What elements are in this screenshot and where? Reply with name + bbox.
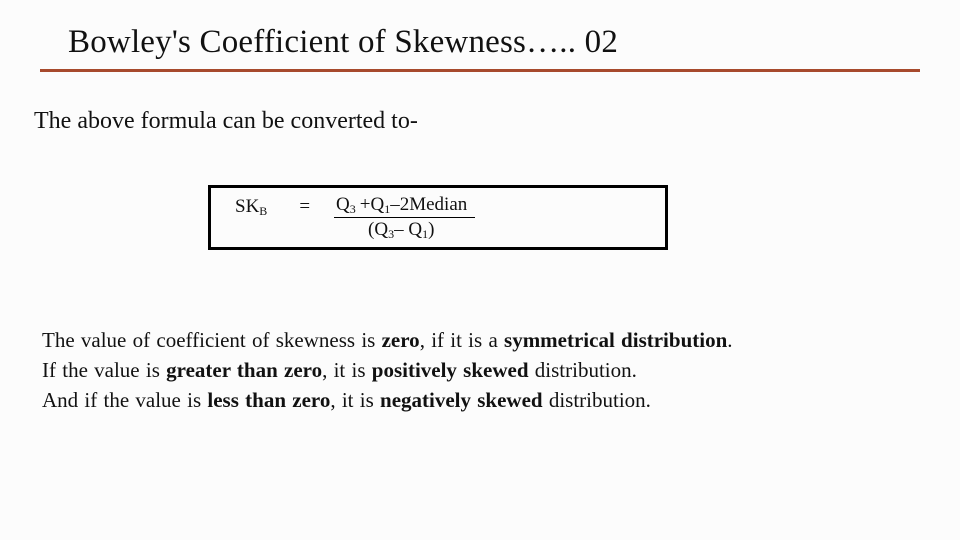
minus: –	[390, 194, 400, 216]
formula-rhs: Q3 + Q1 – 2Median (Q3 – Q1)	[334, 194, 475, 241]
line3-a: And if the value is	[42, 388, 207, 412]
slide-container: Bowley's Coefficient of Skewness….. 02 T…	[0, 0, 960, 540]
two: 2	[400, 194, 410, 216]
minus-q1: – Q	[394, 219, 422, 241]
line1-sym: symmetrical distribution	[504, 328, 727, 352]
symbol-sk: SK	[235, 196, 259, 218]
line2-a: If the value is	[42, 358, 166, 382]
intro-text: The above formula can be converted to-	[34, 108, 920, 135]
formula-box: SKB = Q3 + Q1 – 2Median (Q3 – Q1)	[208, 185, 668, 250]
explanation-paragraph: The value of coefficient of skewness is …	[42, 326, 920, 415]
open-q3: (Q	[368, 219, 388, 241]
median: Median	[409, 194, 467, 216]
subscript-b: B	[259, 204, 267, 219]
line1-c: , if it is a	[420, 328, 504, 352]
denominator: (Q3 – Q1)	[368, 218, 434, 241]
formula-lhs: SKB	[235, 196, 267, 218]
horizontal-rule	[40, 69, 920, 72]
line3-lt: less than zero	[207, 388, 330, 412]
line2-e: distribution.	[535, 358, 637, 382]
close-paren: )	[428, 219, 434, 241]
line3-neg: negatively skewed	[380, 388, 549, 412]
plus: +	[360, 194, 371, 216]
sub-3: 3	[350, 202, 356, 217]
sub-1: 1	[422, 227, 428, 242]
line2-pos: positively skewed	[372, 358, 535, 382]
line3-e: distribution.	[549, 388, 651, 412]
equals-sign: =	[299, 196, 310, 218]
line2-gt: greater than zero	[166, 358, 322, 382]
slide-title: Bowley's Coefficient of Skewness….. 02	[68, 24, 920, 61]
q-symbol: Q	[370, 194, 384, 216]
line1-e: .	[727, 328, 732, 352]
sub-3: 3	[388, 227, 394, 242]
q-symbol: Q	[336, 194, 350, 216]
line2-c: , it is	[322, 358, 372, 382]
sub-1: 1	[384, 202, 390, 217]
formula: SKB = Q3 + Q1 – 2Median (Q3 – Q1)	[235, 194, 651, 241]
line3-c: , it is	[330, 388, 380, 412]
line1-zero: zero	[382, 328, 420, 352]
numerator: Q3 + Q1 – 2Median	[334, 194, 475, 218]
line1-a: The value of coefficient of skewness is	[42, 328, 382, 352]
